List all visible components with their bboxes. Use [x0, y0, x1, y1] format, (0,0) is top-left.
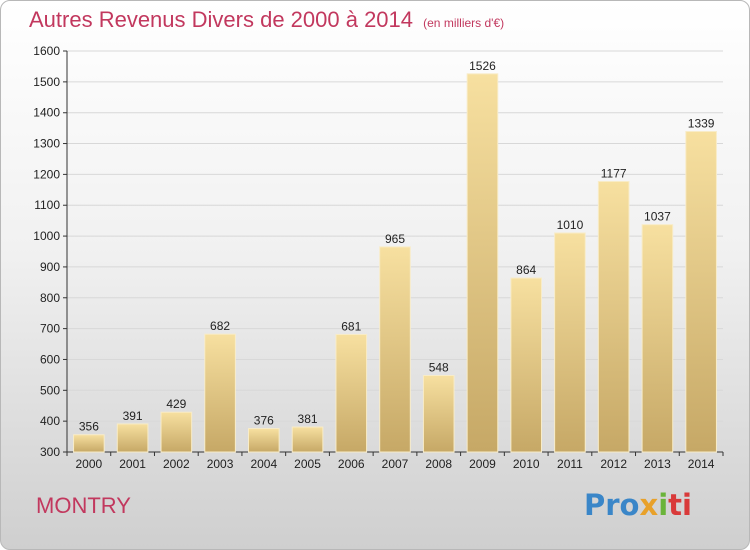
y-tick-label: 1300 — [33, 137, 60, 151]
data-labels: 356 391 429 682 376 381 681 965 548 1526 864 1010 11… — [79, 59, 715, 434]
chart-title-text: Autres Revenus Divers de 2000 à 2014 — [29, 7, 414, 32]
data-label-2002: 429 — [166, 397, 186, 411]
bar-2008 — [422, 375, 455, 453]
x-tick-label-2000: 2000 — [76, 457, 103, 471]
bar-2011 — [554, 232, 586, 453]
y-tick-label: 1100 — [34, 198, 60, 212]
x-tick-label-2001: 2001 — [119, 457, 146, 471]
data-label-2003: 682 — [210, 319, 230, 333]
bar-2013 — [641, 224, 674, 453]
data-label-2007: 965 — [385, 232, 405, 246]
bar-2005 — [291, 426, 324, 453]
y-tick-label: 1500 — [33, 75, 60, 89]
bar-2002 — [160, 411, 193, 453]
data-label-2004: 376 — [254, 414, 274, 428]
y-tick-label: 300 — [40, 445, 60, 459]
logo-part-3: i — [658, 488, 669, 522]
proxiti-logo: Proxiti — [584, 488, 692, 522]
bar-2014 — [685, 131, 717, 453]
bars — [73, 73, 717, 453]
data-label-2013: 1037 — [644, 210, 671, 224]
x-tick-label-2012: 2012 — [600, 457, 627, 471]
x-tick-label-2011: 2011 — [557, 457, 583, 471]
x-tick-label-2003: 2003 — [207, 457, 234, 471]
data-label-2011: 1010 — [557, 218, 584, 232]
y-tick-label: 1400 — [33, 106, 60, 120]
data-label-2001: 391 — [123, 409, 143, 423]
x-tick-label-2007: 2007 — [382, 457, 409, 471]
bar-2009 — [466, 73, 499, 453]
axes: 300 400 500 600 700 800 900 1000 1100 1200 1300 140… — [33, 44, 724, 471]
bar-2001 — [116, 423, 149, 453]
data-label-2014: 1339 — [688, 117, 715, 131]
x-tick-label-2010: 2010 — [513, 457, 540, 471]
data-label-2000: 356 — [79, 420, 99, 434]
x-tick-label-2014: 2014 — [688, 457, 715, 471]
logo-part-2: x — [639, 488, 659, 522]
x-tick-label-2009: 2009 — [469, 457, 496, 471]
town-name: MONTRY — [36, 493, 131, 518]
bar-2006 — [335, 333, 368, 453]
logo-part-4: ti — [668, 488, 692, 522]
x-tick-label-2006: 2006 — [338, 457, 365, 471]
chart-subtitle: (en milliers d'€) — [423, 16, 505, 30]
bar-2004 — [247, 428, 280, 453]
data-label-2009: 1526 — [469, 59, 496, 73]
y-tick-label: 500 — [40, 383, 60, 397]
y-tick-label: 1200 — [33, 167, 60, 181]
chart-title: Autres Revenus Divers de 2000 à 2014 (en… — [29, 7, 504, 33]
y-tick-label: 1000 — [33, 229, 60, 243]
y-tick-label: 1600 — [33, 44, 60, 58]
data-label-2008: 548 — [429, 361, 449, 375]
bar-2010 — [510, 277, 543, 453]
data-label-2005: 381 — [298, 412, 318, 426]
x-tick-label-2013: 2013 — [644, 457, 671, 471]
bar-2000 — [73, 434, 105, 453]
bar-2012 — [597, 180, 630, 453]
data-label-2012: 1177 — [601, 166, 627, 180]
x-tick-label-2002: 2002 — [163, 457, 190, 471]
y-tick-label: 600 — [40, 352, 60, 366]
bar-2007 — [379, 246, 411, 453]
y-tick-label: 400 — [40, 414, 60, 428]
y-tick-label: 800 — [40, 291, 60, 305]
logo-part-1: Pro — [584, 488, 640, 522]
y-tick-label: 700 — [40, 322, 60, 336]
x-tick-label-2004: 2004 — [250, 457, 277, 471]
x-tick-label-2008: 2008 — [425, 457, 452, 471]
x-tick-label-2005: 2005 — [294, 457, 321, 471]
bar-2003 — [204, 333, 236, 453]
y-tick-label: 900 — [40, 260, 60, 274]
data-label-2010: 864 — [516, 263, 536, 277]
data-label-2006: 681 — [341, 319, 361, 333]
